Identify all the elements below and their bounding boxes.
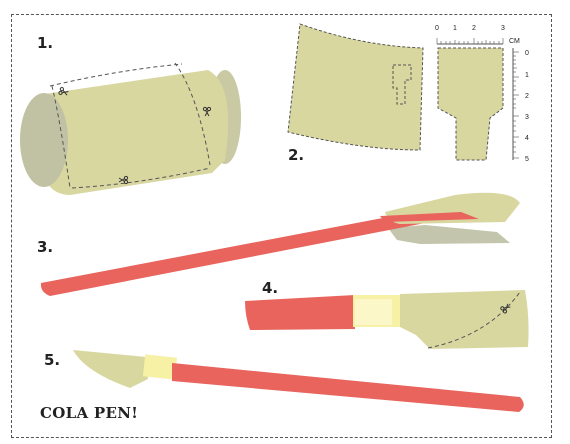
ruler-tick-label: 2 <box>525 93 529 100</box>
ruler-tick-label: 3 <box>501 25 505 32</box>
instruction-card <box>11 14 552 438</box>
step-3-label: 3. <box>37 238 54 256</box>
ruler-tick-label: 2 <box>472 25 476 32</box>
ruler-unit-label: CM <box>509 38 520 45</box>
step-4-label: 4. <box>262 279 279 297</box>
nib-template <box>437 47 504 161</box>
pen-step-3 <box>40 192 520 296</box>
page-title: COLA PEN! <box>40 404 139 422</box>
ruler-top: 0 1 2 3 CM <box>435 25 520 45</box>
ruler-tick-label: 1 <box>453 25 457 32</box>
ruler-tick-label: 3 <box>525 114 529 121</box>
ruler-tick-label: 1 <box>525 72 529 79</box>
step-1-label: 1. <box>37 34 54 52</box>
ruler-tick-label: 0 <box>525 50 529 57</box>
step-2-label: 2. <box>288 146 305 164</box>
step-5-label: 5. <box>44 351 61 369</box>
ruler-side: 0 1 2 3 4 5 <box>512 48 529 163</box>
ruler-tick-label: 4 <box>525 135 529 142</box>
ruler-tick-label: 0 <box>435 25 439 32</box>
pen-step-5 <box>73 350 524 412</box>
pen-step-4 <box>245 290 529 349</box>
cola-can <box>20 62 241 195</box>
flat-sheet <box>287 23 424 151</box>
ruler-tick-label: 5 <box>525 156 529 163</box>
